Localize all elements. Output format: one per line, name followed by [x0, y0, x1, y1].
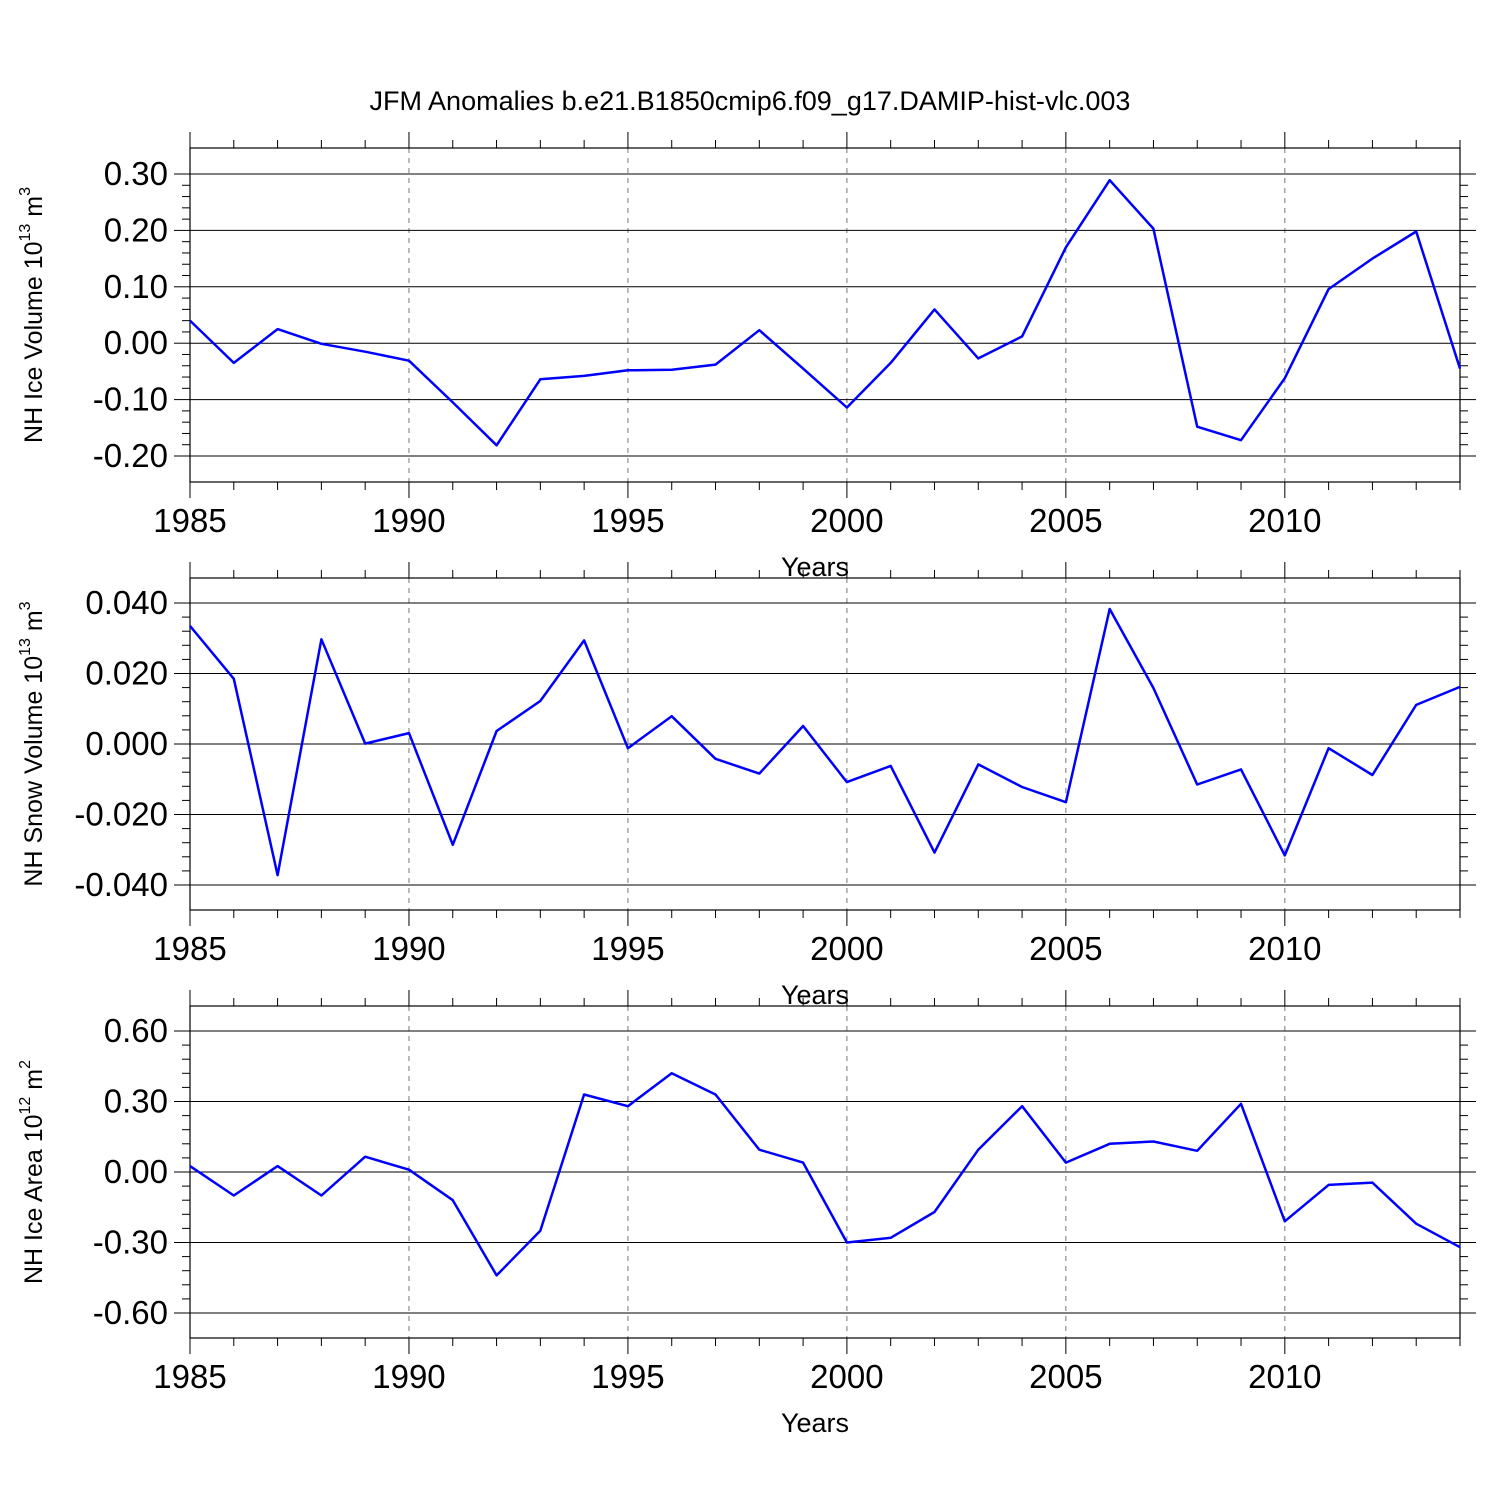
x-tick-label-1985: 1985: [153, 930, 226, 967]
series-line-3: [189, 1072, 1461, 1277]
x-tick-label-2010: 2010: [1248, 930, 1321, 967]
x-tick-label-1995: 1995: [591, 1358, 664, 1395]
x-tick-label-1990: 1990: [372, 502, 445, 539]
y-tick-label: -0.040: [74, 866, 168, 903]
x-axis-title: Years: [781, 552, 849, 582]
y-tick-label: 0.00: [104, 1153, 168, 1190]
x-tick-label-1995: 1995: [591, 502, 664, 539]
panels: 0.30 0.20 0.10 0.00 -0.10 -0.20 1985 1990 1995 20…: [17, 132, 1476, 1438]
x-tick-label-1990: 1990: [372, 1358, 445, 1395]
y-tick-label: -0.020: [74, 796, 168, 833]
x-tick-label-2005: 2005: [1029, 930, 1102, 967]
y-tick-label: -0.20: [93, 437, 168, 474]
series-line-1: [189, 178, 1462, 447]
y-axis-title: NH Ice Volume 1013 m3: [17, 187, 48, 443]
x-tick-label-1985: 1985: [153, 1358, 226, 1395]
chart-title: JFM Anomalies b.e21.B1850cmip6.f09_g17.D…: [370, 86, 1131, 116]
panel-2: 0.040 0.020 0.000 -0.020 -0.040 1985 1990 1995 2…: [17, 562, 1476, 1010]
x-tick-label-2010: 2010: [1248, 502, 1321, 539]
x-axis-title: Years: [781, 1408, 849, 1438]
x-tick-label-2010: 2010: [1248, 1358, 1321, 1395]
panel-3: 0.60 0.30 0.00 -0.30 -0.60 1985 1990 1995 2000 20…: [17, 990, 1476, 1438]
x-tick-label-1985: 1985: [153, 502, 226, 539]
x-tick-label-2000: 2000: [810, 930, 883, 967]
x-tick-label-2000: 2000: [810, 1358, 883, 1395]
x-tick-label-2000: 2000: [810, 502, 883, 539]
y-tick-label: 0.30: [104, 155, 168, 192]
y-tick-label: -0.60: [93, 1294, 168, 1331]
y-axis-title: NH Ice Area 1012 m2: [17, 1060, 48, 1284]
panel-1: 0.30 0.20 0.10 0.00 -0.10 -0.20 1985 1990 1995 20…: [17, 132, 1476, 582]
x-axis-title: Years: [781, 980, 849, 1010]
y-axis-title: NH Snow Volume 1013 m3: [17, 601, 48, 886]
series-line-2: [189, 607, 1461, 877]
x-tick-label-2005: 2005: [1029, 502, 1102, 539]
y-tick-label: 0.000: [85, 725, 168, 762]
y-tick-label: 0.60: [104, 1012, 168, 1049]
y-tick-label: 0.20: [104, 211, 168, 248]
x-tick-label-1990: 1990: [372, 930, 445, 967]
x-tick-label-2005: 2005: [1029, 1358, 1102, 1395]
plot-frame-1: [189, 147, 1461, 483]
y-tick-label: -0.10: [93, 381, 168, 418]
y-tick-label: 0.30: [104, 1083, 168, 1120]
y-tick-label: 0.10: [104, 268, 168, 305]
y-tick-label: -0.30: [93, 1224, 168, 1261]
x-tick-label-1995: 1995: [591, 930, 664, 967]
y-tick-label: 0.00: [104, 324, 168, 361]
y-tick-label: 0.020: [85, 655, 168, 692]
y-tick-label: 0.040: [85, 584, 168, 621]
